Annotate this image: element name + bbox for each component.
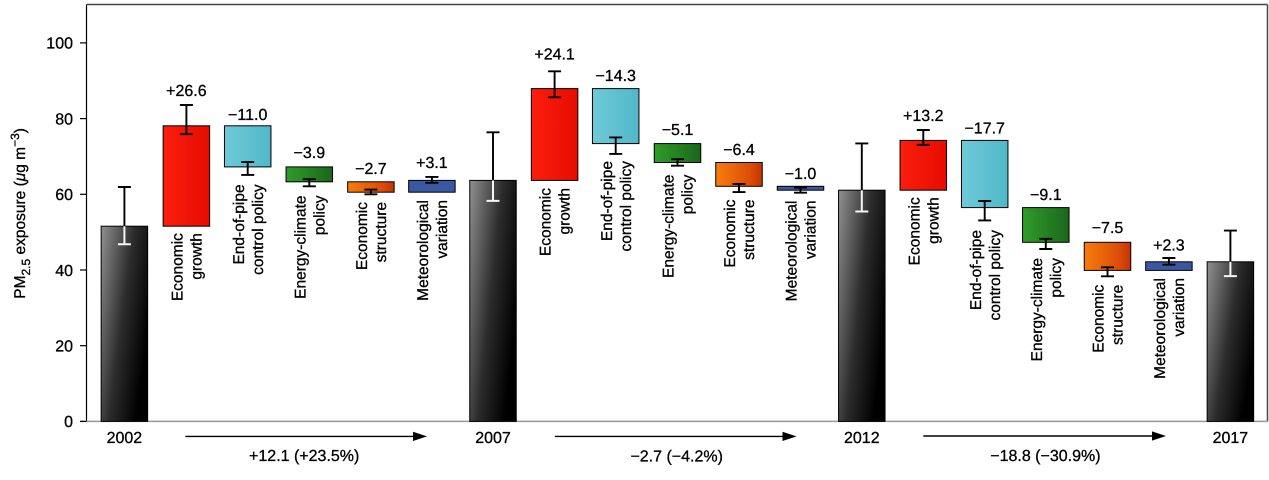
svg-text:−2.7 (−4.2%): −2.7 (−4.2%) xyxy=(630,449,723,466)
svg-text:2012: 2012 xyxy=(844,430,880,447)
svg-text:−17.7: −17.7 xyxy=(964,120,1005,137)
svg-text:−7.5: −7.5 xyxy=(1092,220,1124,237)
svg-text:80: 80 xyxy=(55,111,73,128)
svg-text:−11.0: −11.0 xyxy=(228,107,267,124)
svg-text:100: 100 xyxy=(46,36,73,53)
svg-text:2002: 2002 xyxy=(107,430,143,447)
svg-text:0: 0 xyxy=(64,414,73,431)
svg-text:−18.8 (−30.9%): −18.8 (−30.9%) xyxy=(990,448,1100,465)
svg-text:−14.3: −14.3 xyxy=(595,68,636,85)
svg-text:−2.7: −2.7 xyxy=(355,161,387,178)
svg-text:−6.4: −6.4 xyxy=(723,142,755,159)
svg-text:+26.6: +26.6 xyxy=(166,83,207,100)
svg-text:60: 60 xyxy=(55,187,73,204)
svg-text:+3.1: +3.1 xyxy=(416,155,448,172)
svg-text:+24.1: +24.1 xyxy=(534,46,575,63)
svg-text:+13.2: +13.2 xyxy=(903,108,944,125)
svg-text:+12.1 (+23.5%): +12.1 (+23.5%) xyxy=(249,448,359,465)
svg-text:−5.1: −5.1 xyxy=(662,122,694,139)
svg-text:−9.1: −9.1 xyxy=(1030,187,1062,204)
svg-text:+2.3: +2.3 xyxy=(1153,238,1185,255)
svg-text:20: 20 xyxy=(55,339,73,356)
svg-text:−1.0: −1.0 xyxy=(785,166,817,183)
svg-text:−3.9: −3.9 xyxy=(294,145,326,162)
svg-text:2007: 2007 xyxy=(475,430,511,447)
svg-text:40: 40 xyxy=(55,263,73,280)
svg-text:2017: 2017 xyxy=(1213,430,1249,447)
